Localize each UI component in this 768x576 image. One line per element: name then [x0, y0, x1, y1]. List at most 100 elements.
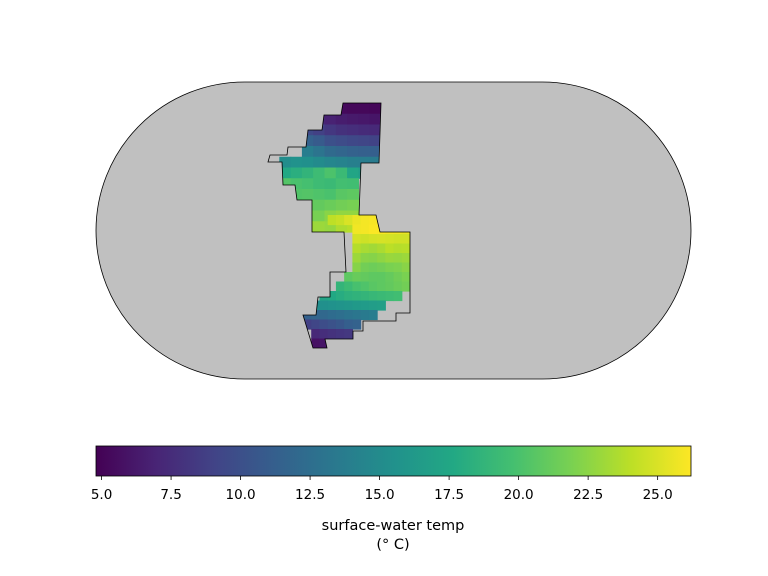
grid-cell	[385, 243, 395, 254]
grid-cell	[335, 189, 348, 201]
grid-cell	[352, 224, 362, 235]
grid-cell	[313, 221, 326, 233]
grid-cell	[344, 310, 353, 321]
grid-cell	[335, 300, 345, 311]
grid-cell	[324, 113, 337, 126]
grid-cell	[377, 262, 386, 273]
grid-cell	[347, 135, 359, 147]
grid-cell	[303, 319, 312, 330]
grid-cell	[352, 234, 362, 245]
grid-cell	[327, 319, 337, 330]
grid-cell	[347, 189, 359, 201]
grid-cell	[352, 262, 362, 273]
grid-cell	[377, 243, 386, 254]
colorbar-tick-label: 15.0	[365, 487, 395, 503]
grid-cell	[368, 215, 378, 226]
grid-cell	[369, 156, 382, 169]
colorbar-tick-label: 10.0	[226, 487, 256, 503]
grid-cell	[324, 167, 337, 179]
grid-cell	[360, 310, 370, 321]
grid-cell	[401, 262, 410, 273]
grid-cell	[347, 103, 359, 115]
grid-cell	[311, 329, 321, 340]
grid-cell	[279, 178, 292, 190]
grid-cell	[301, 135, 314, 147]
grid-cell	[368, 224, 378, 235]
grid-cell	[377, 253, 386, 264]
grid-cell	[335, 221, 348, 233]
grid-cell	[344, 300, 353, 311]
grid-cell	[335, 329, 345, 340]
grid-cell	[377, 272, 386, 283]
grid-cell	[369, 113, 382, 126]
grid-cell	[358, 135, 371, 147]
grid-cell	[335, 199, 348, 212]
grid-cell	[319, 319, 329, 330]
grid-cell	[324, 146, 337, 158]
grid-cell	[368, 291, 378, 302]
grid-cell	[335, 146, 348, 158]
grid-cell	[385, 281, 395, 292]
grid-cell	[311, 319, 321, 330]
grid-cell	[313, 210, 326, 222]
grid-cell	[393, 243, 403, 254]
grid-cell	[313, 178, 326, 190]
grid-cell	[385, 234, 395, 245]
grid-cell	[279, 156, 292, 169]
grid-cell	[358, 146, 371, 158]
grid-cell	[368, 310, 378, 321]
grid-cell	[319, 338, 329, 348]
grid-cell	[401, 272, 410, 283]
colorbar-tick-label: 25.0	[643, 487, 673, 503]
grid-cell	[347, 146, 359, 158]
grid-cell	[344, 215, 353, 226]
grid-cell	[313, 189, 326, 201]
colorbar-ticks: 5.0 7.5 10.0 12.5 15.0 17.5 20.0 22.5 25.0	[91, 476, 673, 503]
grid-cell	[352, 281, 362, 292]
grid-cell	[360, 243, 370, 254]
grid-cell	[313, 146, 326, 158]
grid-cell	[335, 156, 348, 169]
grid-cell	[301, 156, 314, 169]
grid-cell	[335, 178, 348, 190]
grid-cell	[369, 135, 382, 147]
grid-cell	[301, 189, 314, 201]
grid-cell	[347, 199, 359, 212]
colorbar-label-line2: (° C)	[376, 537, 409, 553]
grid-cell	[352, 291, 362, 302]
grid-cell	[377, 291, 386, 302]
grid-cell	[393, 291, 403, 302]
grid-cell	[393, 272, 403, 283]
grid-cell	[368, 300, 378, 311]
grid-cell	[401, 281, 410, 292]
grid-cell	[327, 300, 337, 311]
grid-cell	[319, 300, 329, 311]
colorbar-tick-label: 7.5	[160, 487, 181, 503]
grid-cell	[335, 281, 345, 292]
colorbar	[95, 445, 692, 477]
colorbar-label-line1: surface-water temp	[322, 518, 465, 534]
grid-cell	[344, 319, 353, 330]
grid-cell	[335, 124, 348, 136]
map-background	[95, 81, 692, 380]
grid-cell	[358, 113, 371, 126]
grid-cell	[369, 124, 382, 136]
grid-cell	[335, 135, 348, 147]
grid-cell	[360, 272, 370, 283]
grid-cell	[352, 253, 362, 264]
grid-cell	[360, 281, 370, 292]
grid-cell	[377, 281, 386, 292]
grid-cell	[401, 234, 410, 245]
grid-cell	[385, 262, 395, 273]
grid-cell	[344, 272, 353, 283]
grid-cell	[313, 135, 326, 147]
grid-cell	[401, 253, 410, 264]
grid-cell	[324, 178, 337, 190]
grid-cell	[324, 189, 337, 201]
grid-cell	[352, 215, 362, 226]
grid-cell	[344, 329, 353, 340]
grid-cell	[368, 243, 378, 254]
grid-cell	[290, 156, 303, 169]
grid-cell	[301, 167, 314, 179]
